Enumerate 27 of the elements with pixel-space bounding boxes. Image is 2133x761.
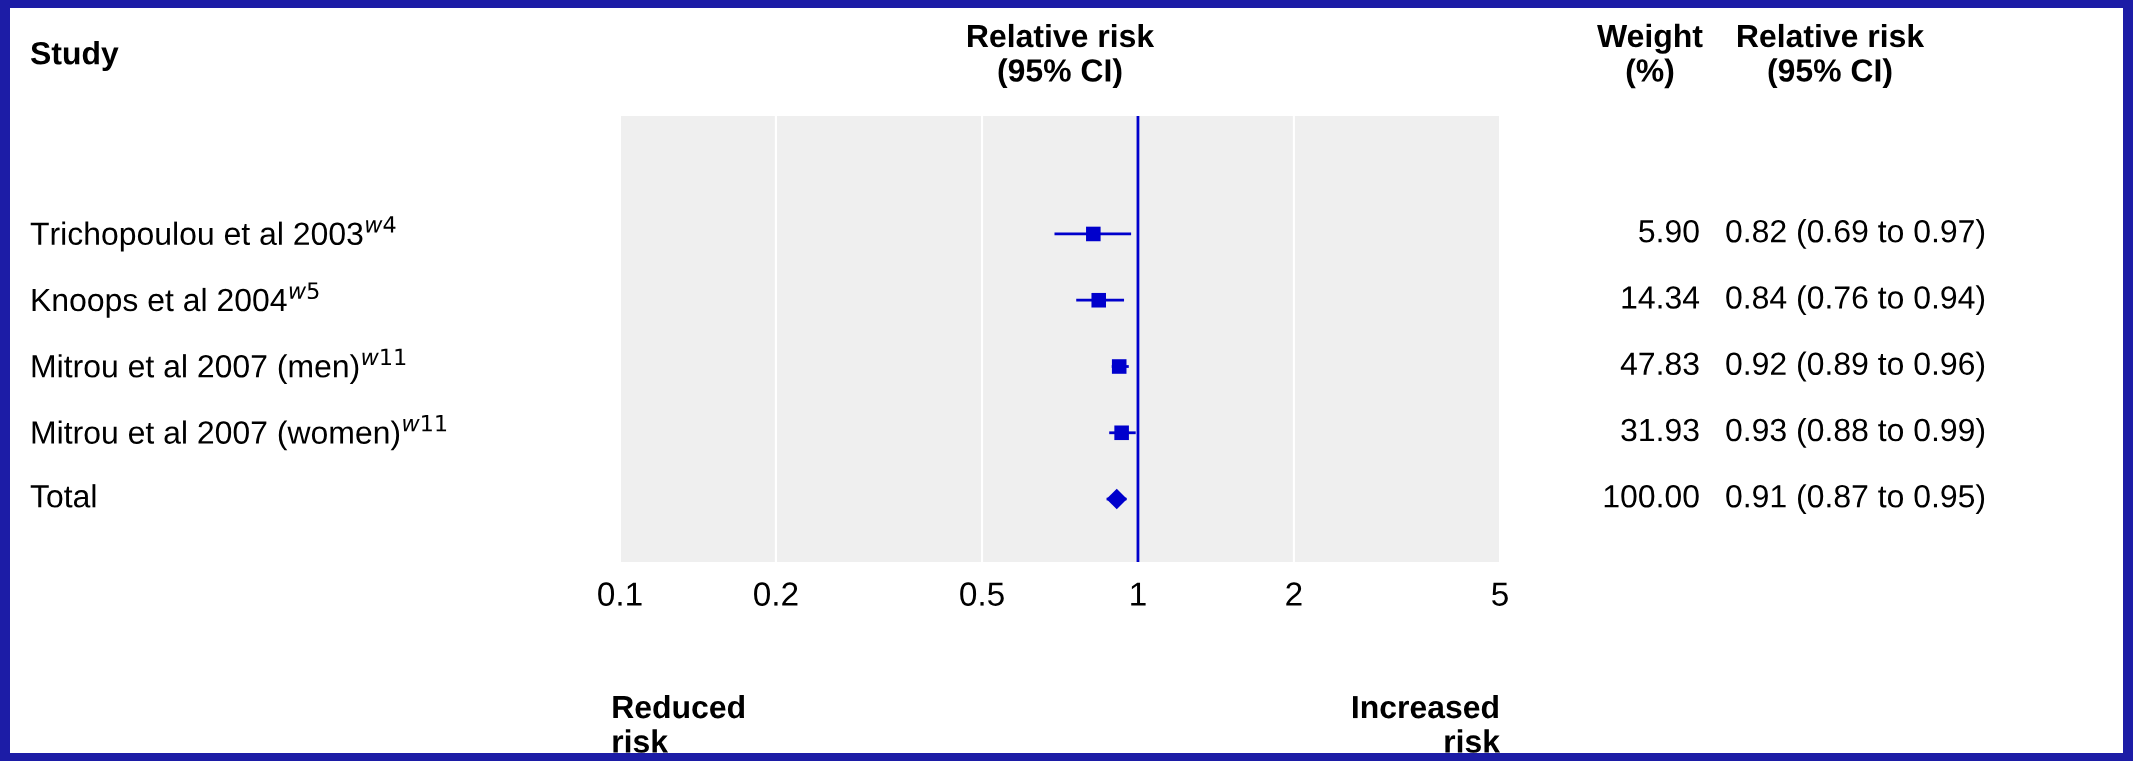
x-tick-label: 5: [1492, 582, 1508, 606]
x-tick-label: 2: [1286, 582, 1302, 606]
x-tick-label: 1: [1131, 582, 1146, 606]
text: 100.00: [1604, 485, 1699, 508]
x-axis-title: Relative risk (95% CI): [968, 23, 1155, 89]
y-tick-label: Trichopoulou et al 2003$^{w4}$: [30, 216, 396, 252]
y-tick-label: Mitrou et al 2007 (men)$^{w11}$: [32, 348, 406, 384]
y-tick-label: Knoops et al 2004$^{w5}$: [32, 282, 319, 318]
data-label: 0.84 (0.76 to 0.94): [1726, 285, 1985, 316]
text: 14.34: [1622, 286, 1700, 309]
x-tick-label: 0.1: [598, 582, 642, 606]
x-tick-label: 0.5: [960, 582, 1004, 606]
text: 5.90: [1639, 219, 1699, 243]
data-label: 0.82 (0.69 to 0.97): [1726, 219, 1985, 249]
text: 31.93: [1621, 418, 1699, 442]
x-tick-label: 0.2: [754, 582, 798, 606]
data-label: 0.92 (0.89 to 0.96): [1726, 351, 1985, 382]
y-axis-title: Study: [30, 41, 119, 71]
text: Increased risk: [1352, 694, 1501, 753]
y-tick-label: Total: [30, 484, 96, 508]
text: 0.91 (0.87 to 0.95): [1726, 484, 1985, 514]
text: Weight (%): [1597, 23, 1703, 89]
text: 47.83: [1620, 352, 1699, 376]
text: Reduced risk: [613, 694, 744, 753]
data-label: 0.93 (0.88 to 0.99): [1726, 417, 1985, 448]
text: Relative risk (95% CI): [1738, 23, 1925, 89]
y-tick-label: Mitrou et al 2007 (women)$^{w11}$: [32, 415, 447, 451]
